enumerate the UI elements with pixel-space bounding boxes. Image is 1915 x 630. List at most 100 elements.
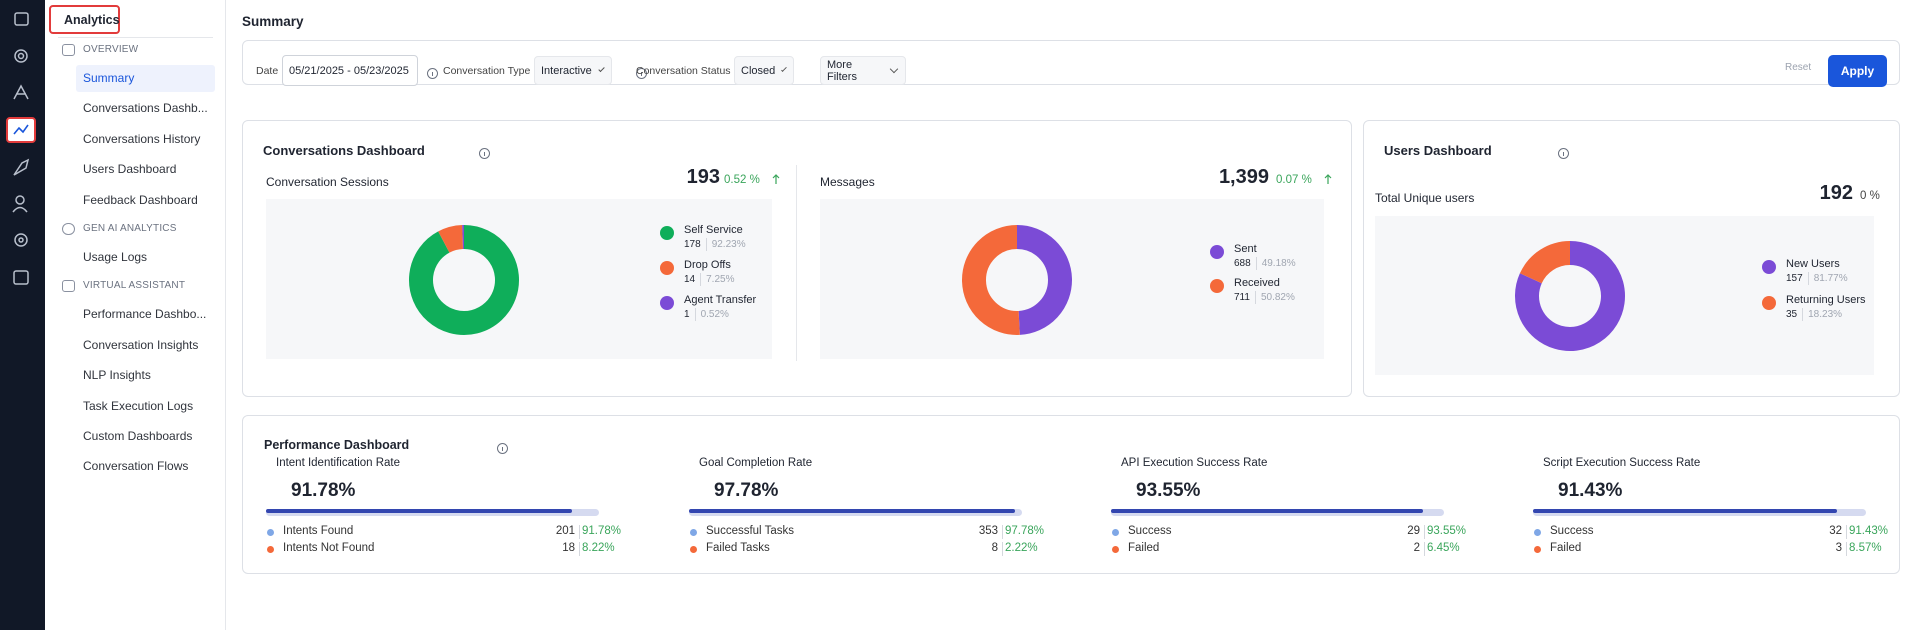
legend-percent: 7.25%	[700, 273, 734, 286]
row-count: 353	[978, 525, 998, 537]
card-title: Conversations Dashboard	[263, 143, 425, 158]
separator	[579, 525, 580, 539]
row-name: Intents Not Found	[283, 542, 375, 554]
icon-rail	[0, 0, 45, 630]
separator	[1846, 542, 1847, 556]
separator	[1424, 525, 1425, 539]
nav-item[interactable]: Users Dashboard	[83, 162, 177, 177]
progress-fill	[689, 509, 1015, 513]
row-name: Success	[1550, 525, 1594, 537]
row-name: Successful Tasks	[706, 525, 794, 537]
row-dot	[1534, 546, 1541, 553]
row-name: Failed	[1128, 542, 1160, 554]
nav-item[interactable]: Summary	[83, 71, 135, 85]
panel-change: 0 %	[1860, 190, 1880, 202]
arrow-path	[772, 174, 780, 184]
donut-segment	[962, 225, 1020, 335]
legend-dot	[660, 226, 674, 240]
select-value: Interactive	[541, 64, 592, 77]
legend-name: New Users	[1786, 258, 1840, 270]
row-dot	[267, 546, 274, 553]
legend-value: 1	[684, 309, 690, 320]
nav-item[interactable]: Conversation Flows	[83, 459, 189, 474]
section-icon	[62, 280, 75, 293]
row-percent: 6.45%	[1427, 542, 1460, 554]
nav-item[interactable]: Usage Logs	[83, 250, 148, 264]
select[interactable]: Interactive	[534, 56, 612, 85]
date-input[interactable]: 05/21/2025 - 05/23/2025	[282, 55, 418, 86]
nav-item[interactable]: NLP Insights	[83, 368, 151, 383]
donut-segment	[438, 225, 464, 253]
panel-bg	[266, 199, 772, 359]
nav-item[interactable]: Task Execution Logs	[83, 398, 194, 413]
legend-name: Drop Offs	[684, 259, 731, 271]
divider	[796, 165, 797, 361]
donut	[1515, 241, 1625, 351]
row-percent: 8.57%	[1849, 542, 1882, 554]
performance-card	[242, 415, 1900, 574]
row-percent: 91.78%	[582, 525, 622, 537]
info-icon	[479, 148, 490, 160]
metric-title: Goal Completion Rate	[699, 457, 813, 469]
panel-total: 193	[686, 166, 720, 188]
select[interactable]: Closed	[734, 56, 794, 85]
nav-item[interactable]: Conversations Dashb...	[83, 101, 208, 116]
legend-value: 178	[684, 239, 701, 250]
row-dot	[267, 529, 274, 536]
row-percent: 2.22%	[1005, 542, 1038, 554]
nav-item[interactable]: Conversation Insights	[83, 337, 199, 352]
donut-segment	[409, 225, 519, 335]
select-value: Closed	[741, 64, 776, 77]
filter-label: Conversation Status	[636, 65, 731, 77]
separator	[1002, 525, 1003, 539]
select[interactable]: More Filters	[820, 56, 906, 85]
apply-button[interactable]: Apply	[1828, 55, 1887, 87]
row-dot	[1534, 529, 1541, 536]
card-title: Users Dashboard	[1384, 143, 1492, 158]
arrow-path	[1324, 174, 1332, 184]
donut	[409, 225, 519, 335]
legend-percent: 50.82%	[1254, 291, 1295, 304]
card-title: Performance Dashboard	[264, 438, 410, 452]
rail-icons	[12, 12, 30, 285]
metric-rate: 91.43%	[1558, 480, 1623, 501]
panel-bg	[820, 199, 1324, 359]
legend-value: 157	[1786, 273, 1803, 284]
up-arrow	[1324, 174, 1332, 184]
row-count: 8	[991, 542, 998, 554]
metric-title: Intent Identification Rate	[276, 457, 401, 469]
donut-segment	[1515, 241, 1625, 351]
row-percent: 97.78%	[1005, 525, 1045, 537]
nav-item[interactable]: Conversations History	[83, 131, 201, 146]
legend-stats: 157 81.77%	[1786, 272, 1848, 285]
legend-stats: 14 7.25%	[684, 273, 734, 286]
filter-label: Date	[256, 65, 279, 77]
nav-item[interactable]: Feedback Dashboard	[83, 192, 198, 207]
row-count: 201	[555, 525, 575, 537]
section-icon	[62, 44, 75, 56]
progress-fill	[1533, 509, 1838, 513]
nav-item[interactable]: Performance Dashbo...	[83, 307, 207, 322]
chevron	[598, 65, 605, 73]
legend-dot	[660, 261, 674, 275]
row-count: 29	[1407, 525, 1420, 537]
selected-bg	[76, 65, 215, 92]
nav-item[interactable]: Custom Dashboards	[83, 429, 193, 443]
row-name: Failed	[1550, 542, 1582, 554]
panel-title: Total Unique users	[1375, 191, 1475, 205]
divider	[58, 37, 213, 38]
section-icon	[62, 223, 75, 235]
reset-button[interactable]: Reset	[1785, 62, 1812, 73]
legend-stats: 35 18.23%	[1786, 308, 1842, 321]
row-name: Intents Found	[283, 525, 354, 537]
analytics-icon	[13, 124, 29, 135]
row-dot	[690, 546, 697, 553]
legend-value: 14	[684, 274, 696, 285]
filter-label: Conversation Type	[443, 65, 531, 77]
metric-rate: 97.78%	[714, 480, 779, 501]
separator	[1846, 525, 1847, 539]
legend-dot	[1762, 296, 1776, 310]
panel-change: 0.07 %	[1276, 174, 1312, 186]
row-count: 32	[1829, 525, 1842, 537]
legend-stats: 688 49.18%	[1234, 257, 1296, 270]
